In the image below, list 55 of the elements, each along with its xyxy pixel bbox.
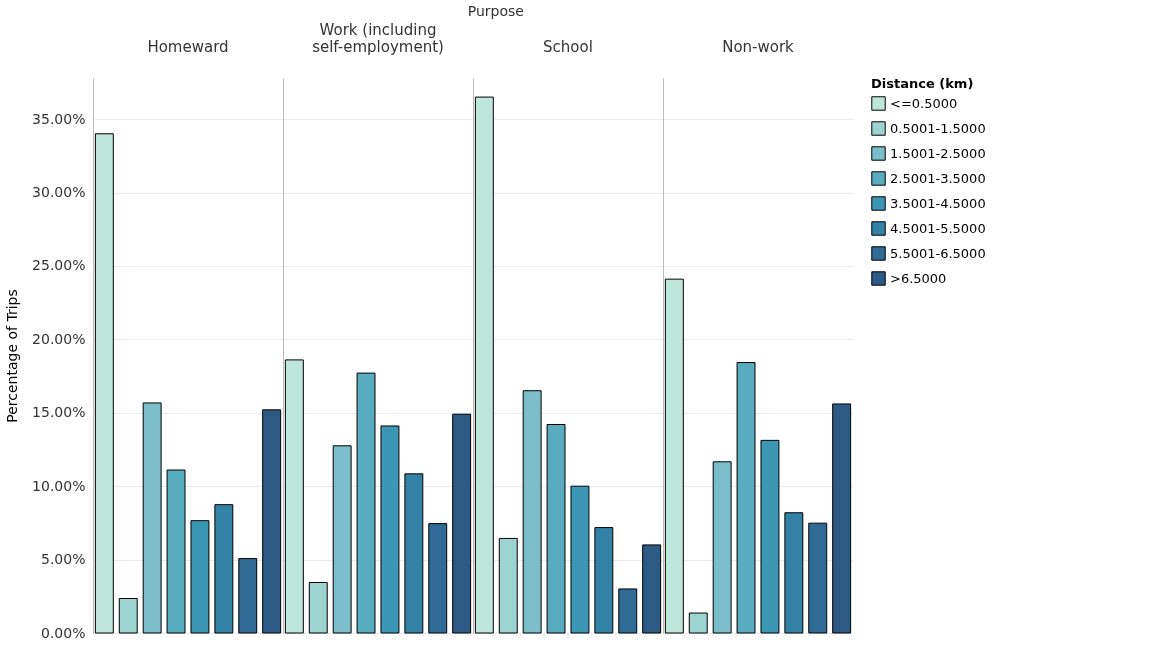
bar — [618, 588, 638, 634]
bar — [712, 461, 732, 634]
legend-label: <=0.5000 — [890, 95, 958, 111]
y-tick-label: 35.00% — [32, 110, 86, 127]
legend-label: 2.5001-3.5000 — [890, 170, 986, 186]
bar — [736, 362, 756, 634]
bar — [664, 278, 684, 634]
y-axis-title: Percentage of Trips — [4, 289, 21, 423]
bar — [214, 504, 234, 634]
bar — [642, 544, 662, 634]
x-tick-label: School — [543, 38, 593, 56]
y-tick-label: 25.00% — [32, 257, 86, 274]
y-tick-label: 30.00% — [32, 184, 86, 201]
bar — [570, 485, 590, 634]
legend-label: 4.5001-5.5000 — [890, 220, 986, 236]
y-tick-label: 0.00% — [41, 624, 86, 641]
bar — [784, 512, 804, 634]
y-tick-label: 5.00% — [41, 551, 86, 568]
bar — [688, 612, 708, 634]
bar — [522, 390, 542, 634]
bar — [356, 372, 376, 634]
bar — [332, 445, 352, 634]
bar — [428, 523, 448, 634]
legend-label: 0.5001-1.5000 — [890, 120, 986, 136]
bar — [380, 425, 400, 634]
bar — [546, 424, 566, 634]
bar — [474, 96, 494, 634]
bar — [166, 469, 186, 634]
bar — [808, 522, 828, 634]
x-tick-label: Homeward — [147, 38, 229, 56]
bar — [190, 520, 210, 634]
y-tick-label: 15.00% — [32, 404, 86, 421]
bar — [238, 558, 258, 634]
x-tick-label: Work (including self-employment) — [312, 21, 444, 56]
bar — [760, 439, 780, 634]
legend-label: 5.5001-6.5000 — [890, 245, 986, 261]
bar — [404, 473, 424, 634]
bar — [832, 403, 852, 634]
y-tick-label: 10.00% — [32, 477, 86, 494]
y-tick-label: 20.00% — [32, 330, 86, 347]
bar — [594, 527, 614, 634]
x-axis-title: Purpose — [467, 3, 524, 19]
legend-label: 1.5001-2.5000 — [890, 145, 986, 161]
bar — [308, 581, 328, 634]
bar — [142, 402, 162, 634]
legend-label: >6.5000 — [890, 270, 947, 286]
bar — [118, 598, 138, 634]
bar — [498, 537, 518, 634]
bar — [452, 413, 472, 634]
legend-title: Distance (km) — [871, 76, 974, 91]
legend-label: 3.5001-4.5000 — [890, 195, 986, 211]
bar — [284, 359, 304, 634]
bar — [94, 133, 114, 634]
x-tick-label: Non-work — [722, 38, 795, 56]
bar — [262, 409, 282, 634]
